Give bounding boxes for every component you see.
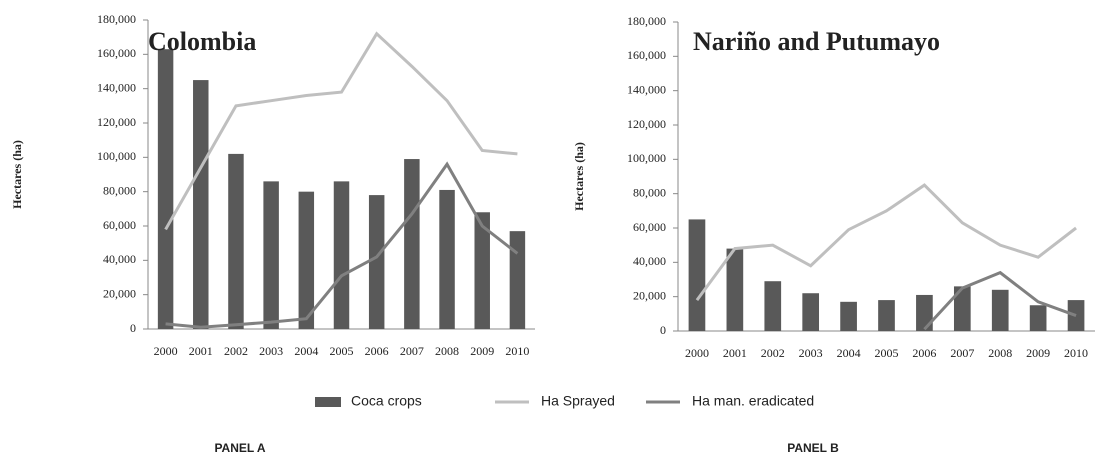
bar: [916, 294, 933, 331]
legend-swatch: [315, 397, 341, 407]
y-tick-label: 180,000: [97, 12, 136, 26]
x-tick-label: 2008: [435, 344, 459, 358]
bar: [157, 49, 174, 329]
line: [164, 31, 518, 231]
y-tick-label: 40,000: [103, 252, 136, 266]
bar: [333, 181, 350, 329]
y-tick-label: 60,000: [633, 220, 666, 234]
y-tick-label: 0: [660, 323, 666, 337]
bar: [474, 212, 490, 329]
bar: [509, 231, 526, 329]
x-tick-label: 2003: [259, 344, 283, 358]
y-axis-label: Hectares (ha): [10, 140, 24, 209]
x-tick-label: 2000: [685, 346, 709, 360]
x-tick-label: 2005: [330, 344, 354, 358]
x-tick-label: 2009: [470, 344, 494, 358]
x-tick-label: 2007: [400, 344, 424, 358]
panel-label: PANEL A: [214, 441, 265, 455]
line: [923, 270, 1077, 331]
x-tick-label: 2005: [875, 346, 899, 360]
x-tick-label: 2002: [761, 346, 785, 360]
legend-label: Coca crops: [351, 393, 422, 409]
line: [695, 183, 1077, 301]
bar: [368, 195, 385, 329]
y-tick-label: 100,000: [97, 149, 136, 163]
x-tick-label: 2008: [988, 346, 1012, 360]
y-tick-label: 60,000: [103, 218, 136, 232]
bar: [193, 80, 209, 329]
line: [165, 161, 519, 329]
y-tick-label: 80,000: [633, 185, 666, 199]
x-tick-label: 2010: [1064, 346, 1088, 360]
y-tick-label: 180,000: [627, 14, 666, 28]
bar: [991, 289, 1009, 331]
bar: [878, 300, 895, 331]
y-axis-label: Hectares (ha): [572, 142, 586, 211]
bar: [840, 301, 857, 331]
bar: [1029, 305, 1047, 331]
x-tick-label: 2001: [723, 346, 747, 360]
y-tick-label: 120,000: [97, 115, 136, 129]
x-tick-label: 2004: [294, 344, 318, 358]
x-tick-label: 2010: [505, 344, 529, 358]
x-tick-label: 2007: [950, 346, 974, 360]
legend-label: Ha man. eradicated: [692, 393, 814, 409]
y-tick-label: 120,000: [627, 117, 666, 131]
y-tick-label: 140,000: [627, 82, 666, 96]
bar: [688, 219, 706, 331]
chart-title: Colombia: [148, 27, 256, 56]
bar: [228, 153, 244, 329]
bar: [263, 181, 279, 329]
bar: [764, 281, 782, 331]
bar: [439, 189, 455, 329]
legend-label: Ha Sprayed: [541, 393, 615, 409]
x-tick-label: 2003: [799, 346, 823, 360]
x-tick-label: 2000: [154, 344, 178, 358]
y-tick-label: 20,000: [103, 286, 136, 300]
x-tick-label: 2004: [837, 346, 861, 360]
y-tick-label: 80,000: [103, 183, 136, 197]
y-tick-label: 0: [130, 321, 136, 335]
y-tick-label: 40,000: [633, 254, 666, 268]
bar: [726, 248, 744, 331]
y-tick-label: 160,000: [97, 46, 136, 60]
x-tick-label: 2001: [189, 344, 213, 358]
y-tick-label: 100,000: [627, 151, 666, 165]
y-tick-label: 140,000: [97, 80, 136, 94]
bar: [298, 191, 315, 329]
y-tick-label: 20,000: [633, 288, 666, 302]
x-tick-label: 2002: [224, 344, 248, 358]
y-tick-label: 160,000: [627, 48, 666, 62]
bar: [953, 286, 971, 331]
bar: [802, 293, 820, 331]
panel-label: PANEL B: [787, 441, 839, 455]
x-tick-label: 2006: [365, 344, 389, 358]
x-tick-label: 2006: [912, 346, 936, 360]
chart-title: Nariño and Putumayo: [693, 27, 940, 56]
x-tick-label: 2009: [1026, 346, 1050, 360]
bar: [404, 159, 420, 329]
